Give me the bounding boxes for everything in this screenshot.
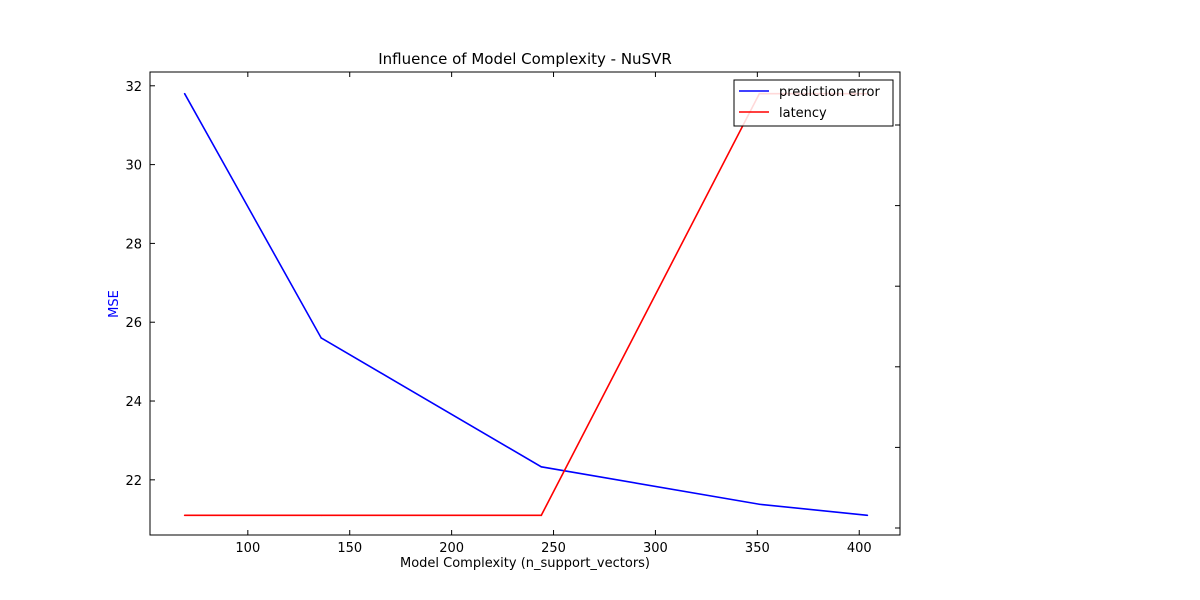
plot-area: 100 150 200 250 300 350 400 22 24 26 28 30 32 [125,71,901,556]
data-point [540,466,543,468]
legend: prediction error latency [733,79,894,127]
x-tick-label: 250 [541,541,566,556]
x-tick-label: 400 [847,541,872,556]
x-tick-label: 150 [337,541,362,556]
series-line-1 [184,92,868,517]
y-tick-label: 32 [125,80,142,95]
y-tick-label: 26 [125,316,142,331]
axes-frame [149,71,901,536]
y-tick-label: 22 [125,474,142,489]
data-point [320,337,322,339]
data-point [866,514,869,517]
y-tick-label: 24 [125,395,142,410]
chart-title: Influence of Model Complexity - NuSVR [378,50,672,68]
x-axis-label: Model Complexity (n_support_vectors) [400,556,650,571]
legend-box [733,79,894,127]
series-line-0 [183,93,868,517]
x-tick-label: 300 [643,541,668,556]
data-point [540,514,543,517]
legend-label: latency [779,106,827,121]
data-point [320,514,322,517]
y-tick-label: 30 [125,159,142,174]
x-tick-label: 100 [235,541,260,556]
data-point [758,503,761,506]
legend-label: prediction error [779,85,880,100]
x-tick-label: 200 [439,541,464,556]
data-point [183,514,186,517]
x-tick-label: 350 [745,541,770,556]
data-point [183,92,186,95]
y-axis-label: MSE [107,290,122,318]
y-tick-label: 28 [125,237,142,252]
